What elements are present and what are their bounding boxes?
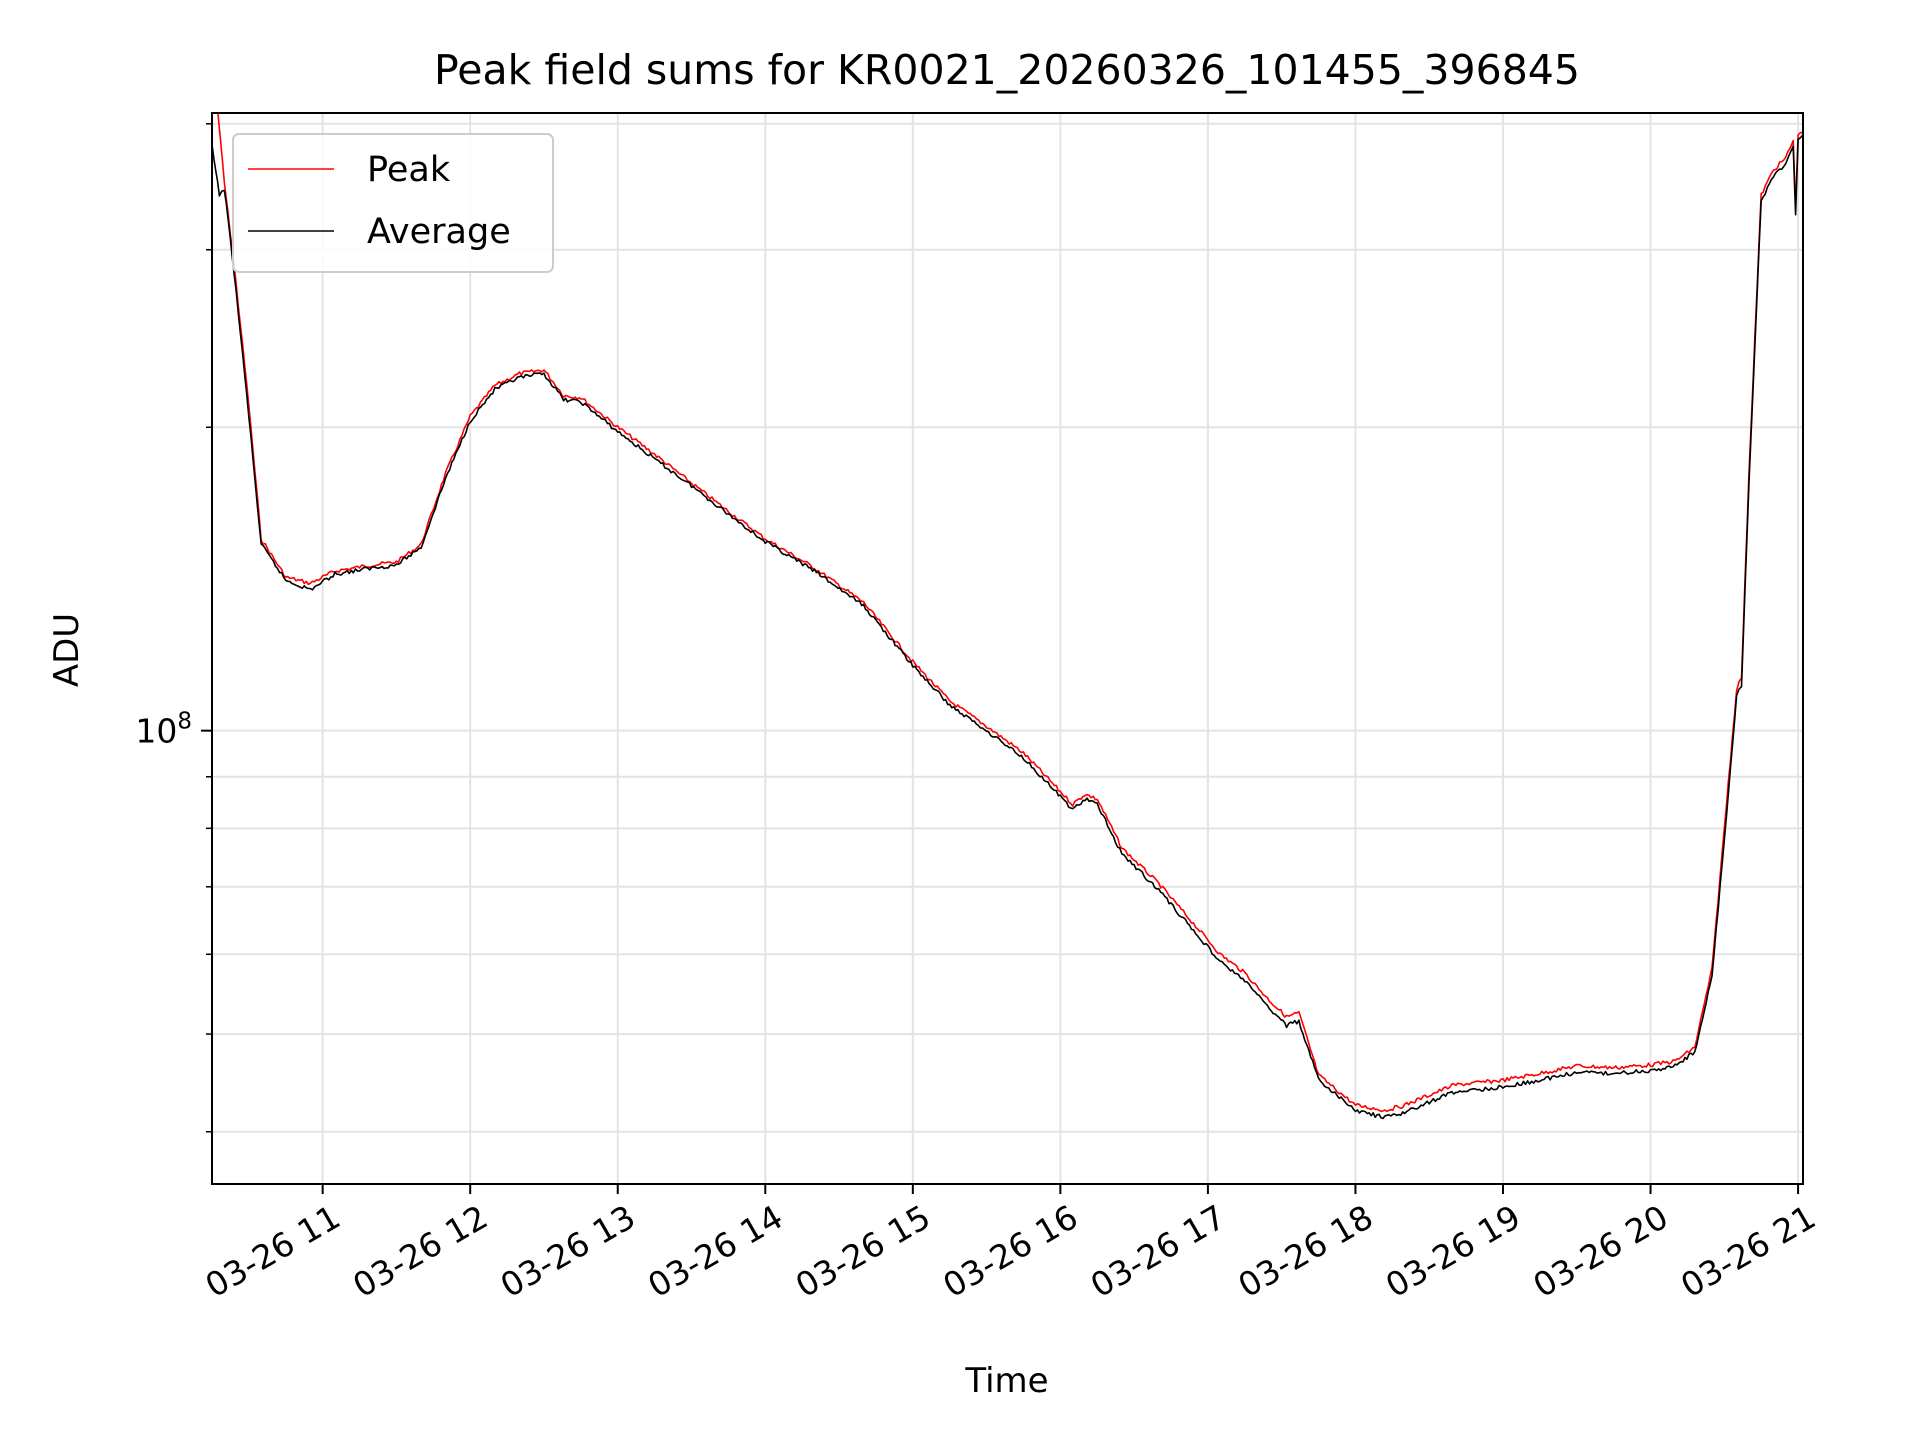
series-lines [212,113,1803,1120]
y-axis-label: ADU [47,613,87,687]
y-tick-label: 108 [135,709,192,751]
x-axis-label: Time [964,1361,1048,1401]
legend-label: Peak [367,150,451,190]
plot-frame [211,112,1804,1185]
chart-title: Peak field sums for KR0021_20260326_1014… [434,46,1580,94]
grid [212,113,1803,1184]
y-axis-ticks: 108 [135,123,212,1133]
series-line-peak [217,113,1803,1113]
legend: Peak Average [232,133,554,273]
series-line-average [212,134,1803,1120]
legend-label: Average [367,212,511,252]
